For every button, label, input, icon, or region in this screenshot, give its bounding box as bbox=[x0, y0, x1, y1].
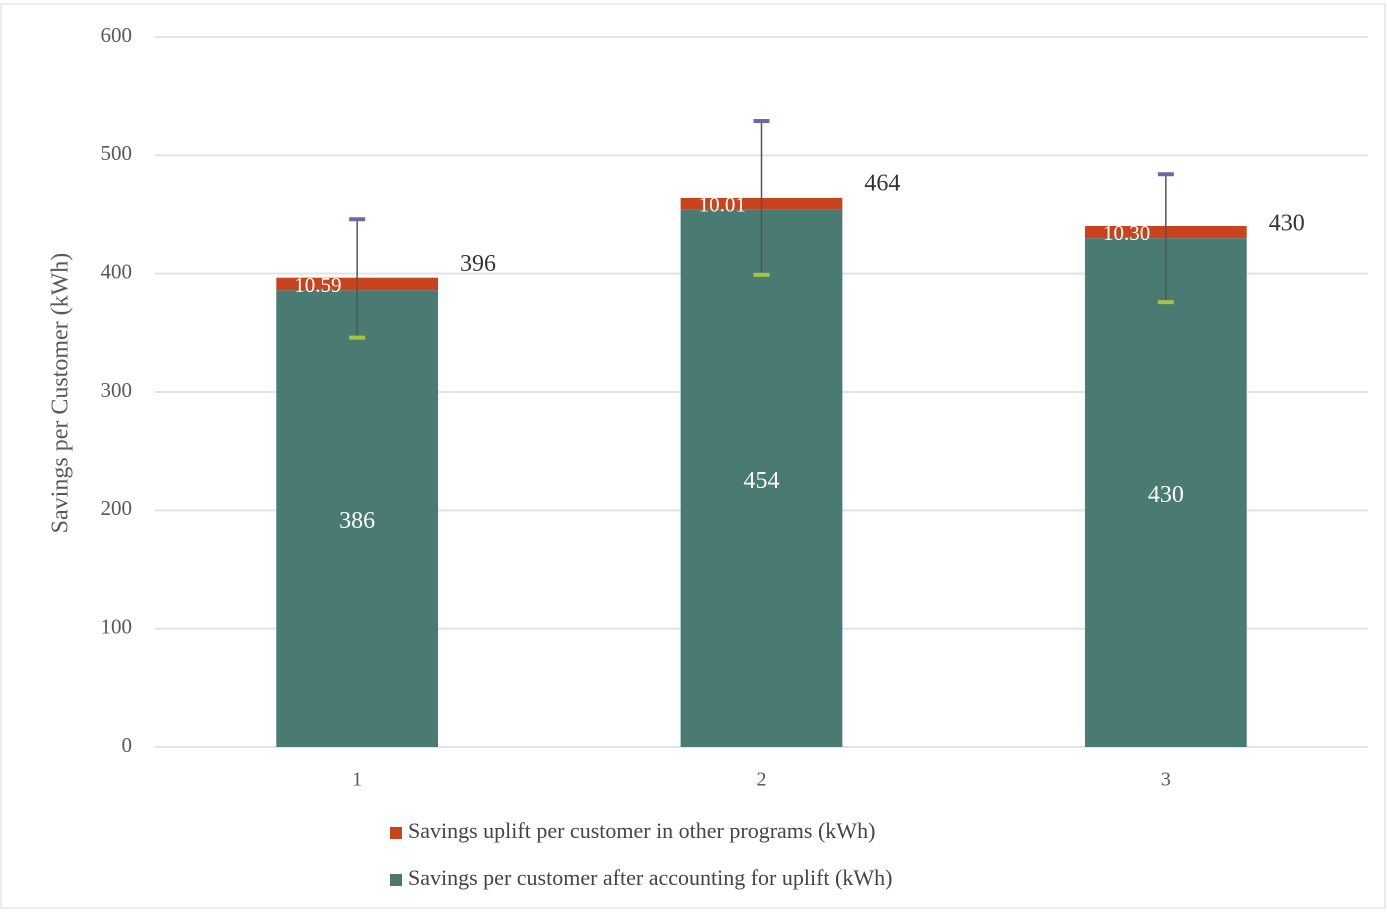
y-axis-title: Savings per Customer (kWh) bbox=[48, 253, 74, 534]
x-tick-label: 2 bbox=[757, 769, 767, 791]
y-tick-label: 300 bbox=[101, 378, 133, 402]
bar-segment bbox=[1084, 238, 1247, 747]
value-label: 430 bbox=[1148, 482, 1184, 508]
legend-swatch bbox=[390, 874, 402, 886]
bar-segment bbox=[276, 290, 439, 747]
legend-label: Savings uplift per customer in other pro… bbox=[408, 818, 875, 843]
chart-border bbox=[0, 3, 1386, 909]
y-tick-label: 400 bbox=[101, 259, 133, 283]
bar-segment bbox=[680, 209, 843, 747]
y-tick-label: 500 bbox=[101, 141, 133, 165]
y-tick-label: 600 bbox=[101, 23, 133, 47]
x-tick-label: 3 bbox=[1161, 769, 1171, 791]
y-tick-label: 0 bbox=[122, 733, 133, 757]
value-label: 386 bbox=[339, 508, 375, 534]
y-tick-label: 200 bbox=[101, 496, 133, 520]
value-label: 454 bbox=[744, 468, 780, 494]
value-label: 10.30 bbox=[1103, 221, 1150, 245]
legend-swatch bbox=[390, 827, 402, 839]
legend-label: Savings per customer after accounting fo… bbox=[408, 865, 892, 890]
x-tick-label: 1 bbox=[352, 769, 362, 791]
total-label: 464 bbox=[864, 170, 900, 196]
value-label: 10.01 bbox=[699, 193, 746, 217]
value-label: 10.59 bbox=[294, 273, 341, 297]
total-label: 396 bbox=[460, 251, 496, 277]
y-tick-label: 100 bbox=[101, 614, 133, 638]
total-label: 430 bbox=[1269, 211, 1305, 237]
